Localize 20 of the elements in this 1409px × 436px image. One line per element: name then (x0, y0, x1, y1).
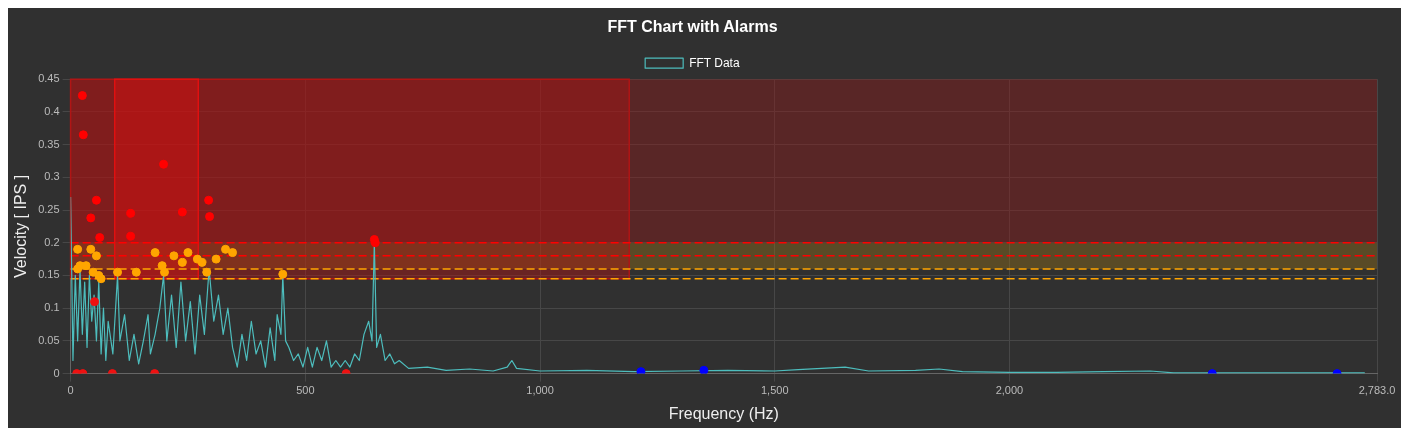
y-axis-title: Velocity [ IPS ] (12, 174, 30, 278)
y-tick-label: 0.35 (38, 137, 60, 150)
y-tick-label: 0.05 (38, 333, 60, 346)
y-tick-label: 0.45 (38, 72, 60, 85)
y-tick-label: 0.15 (38, 268, 60, 281)
x-tick-label: 1,000 (526, 384, 554, 397)
y-tick-label: 0.3 (44, 170, 60, 183)
x-tick-label: 500 (296, 384, 315, 397)
x-tick-label: 2,000 (995, 384, 1024, 397)
x-tick-label: 2,783.0 (1358, 384, 1396, 397)
y-tick-label: 0 (53, 366, 60, 379)
x-axis-title: Frequency (Hz) (668, 404, 779, 422)
y-tick-label: 0.25 (38, 203, 60, 216)
chart-title: FFT Chart with Alarms (607, 18, 778, 36)
y-tick-label: 0.2 (44, 235, 60, 248)
x-tick-label: 1,500 (760, 384, 789, 397)
x-tick-label: 0 (67, 384, 74, 397)
y-tick-label: 0.1 (44, 301, 60, 314)
legend-label: FFT Data (689, 55, 740, 70)
y-tick-label: 0.4 (44, 104, 60, 117)
